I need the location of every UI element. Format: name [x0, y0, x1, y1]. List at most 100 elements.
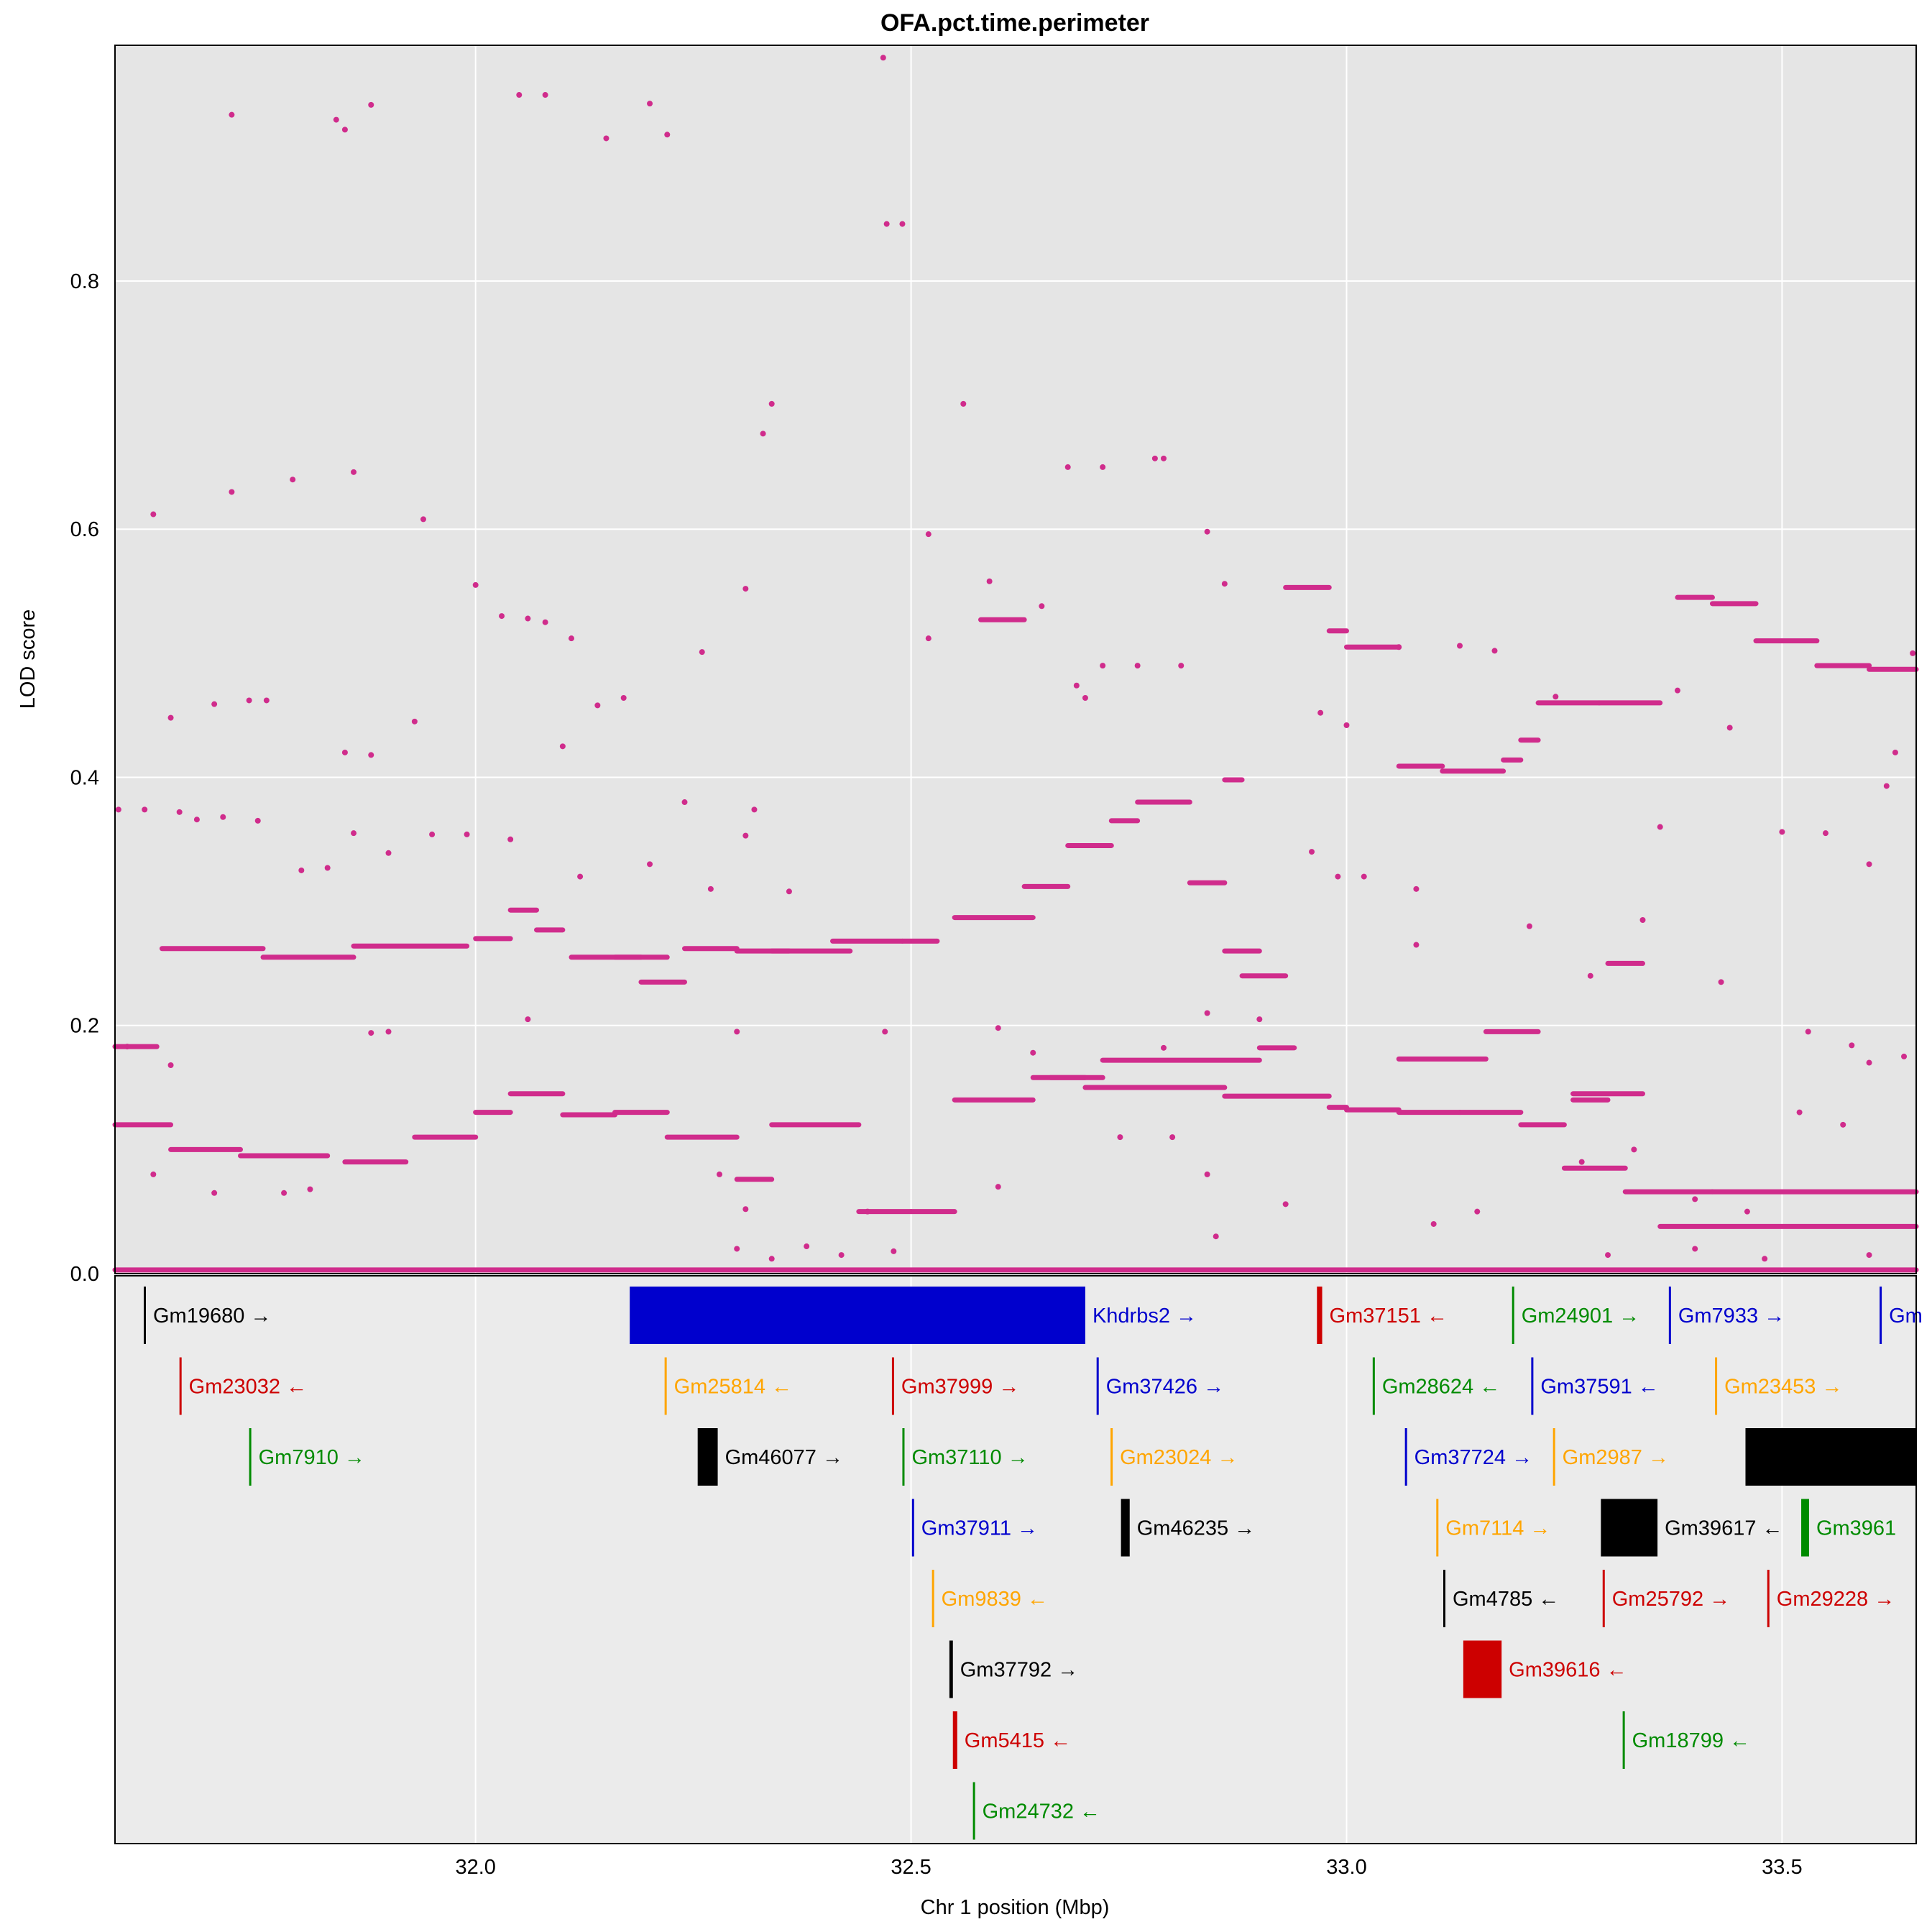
gene-body [1317, 1287, 1322, 1344]
lod-point [167, 1062, 174, 1068]
lod-point [542, 619, 548, 625]
lod-point [298, 867, 305, 873]
y-tick-label: 0.4 [70, 766, 99, 789]
lod-point [193, 816, 200, 823]
gene-label: Gm7933 → [1678, 1305, 1785, 1328]
lod-point [681, 799, 688, 806]
lod-point [1073, 682, 1080, 689]
lod-points [112, 55, 1919, 1273]
lod-point [882, 1029, 888, 1035]
gene-label: Gm39617 ← [1665, 1517, 1782, 1540]
gene-feature: Khdrbs2 → [630, 1287, 1197, 1344]
lod-point [499, 613, 505, 620]
gene-label: Gm5415 ← [965, 1729, 1071, 1752]
gene-label: Gm37792 → [960, 1659, 1078, 1682]
lod-point [1256, 1016, 1263, 1023]
gene-feature: Gm37999 → [891, 1357, 1019, 1415]
lod-point [995, 1184, 1001, 1190]
gene-body [911, 1499, 914, 1557]
gene-feature: Gm7114 → [1436, 1499, 1550, 1557]
lod-point [385, 1029, 392, 1035]
lod-point [167, 714, 174, 721]
lod-point [368, 101, 374, 108]
gene-feature: Gm46077 → [697, 1428, 843, 1486]
lod-point [664, 132, 671, 138]
gene-body [1531, 1357, 1534, 1415]
lod-point [1064, 464, 1071, 470]
lod-point [986, 578, 993, 584]
lod-point [1282, 1201, 1289, 1208]
gene-body [1110, 1428, 1113, 1486]
lod-point [1866, 1059, 1872, 1066]
gene-feature: Gm7933 → [1668, 1287, 1785, 1344]
lod-point [559, 743, 566, 750]
lod-point [880, 55, 886, 61]
lod-point [507, 836, 514, 842]
lod-point [1204, 1010, 1210, 1016]
lod-point [1030, 1049, 1036, 1056]
y-tick-label: 0.0 [70, 1263, 99, 1286]
lod-point [368, 752, 374, 758]
gene-body [1767, 1570, 1770, 1627]
lod-point [351, 830, 357, 837]
lod-point [1100, 663, 1106, 669]
lod-point [385, 850, 392, 856]
lod-point [341, 749, 348, 755]
lod-point [1396, 644, 1402, 650]
gene-label: Gm28624 ← [1382, 1376, 1500, 1399]
lod-point [603, 135, 610, 142]
lod-point [647, 861, 653, 868]
lod-point [995, 1025, 1001, 1031]
lod-point [1161, 455, 1167, 461]
lod-point [281, 1190, 288, 1196]
y-axis-ticks: 0.0 0.2 0.4 0.6 0.8 [70, 270, 99, 1286]
lod-point [742, 1206, 749, 1213]
lod-point [1413, 942, 1420, 948]
lod-point [1674, 687, 1680, 694]
lod-point [768, 1256, 775, 1262]
lod-point [620, 695, 627, 702]
lod-point [594, 702, 601, 709]
gene-body [697, 1428, 718, 1486]
lod-point [333, 116, 339, 123]
lod-point [1605, 1252, 1611, 1259]
lod-point [647, 101, 653, 107]
lod-point [525, 615, 531, 622]
lod-point [516, 92, 523, 98]
gene-feature: Gm25792 → [1602, 1570, 1730, 1627]
lod-point [420, 516, 426, 523]
lod-point [838, 1252, 845, 1259]
lod-point [411, 718, 418, 724]
lod-point [1849, 1042, 1855, 1049]
gene-body [143, 1287, 146, 1344]
gene-body [1745, 1428, 1916, 1486]
lod-point [1796, 1109, 1803, 1116]
lod-point [1639, 917, 1646, 924]
lod-point [1718, 979, 1724, 985]
lod-point [707, 886, 714, 892]
gene-gridlines [474, 1276, 1783, 1844]
y-tick-label: 0.2 [70, 1015, 99, 1038]
lod-point [883, 221, 890, 227]
gene-body [949, 1640, 953, 1698]
gene-feature: Gm25814 ← [664, 1357, 792, 1415]
gene-label: Gm46077 → [725, 1446, 843, 1469]
gene-label: Gm39616 ← [1509, 1659, 1627, 1682]
lod-point [1178, 663, 1184, 669]
gene-body [1801, 1499, 1809, 1557]
gene-body [1372, 1357, 1375, 1415]
x-tick-label: 33.5 [1762, 1856, 1802, 1879]
lod-point [768, 400, 775, 407]
gene-body [179, 1357, 182, 1415]
gene-feature: Gm7910 → [249, 1428, 365, 1486]
gene-label: Gm37999 → [901, 1376, 1019, 1399]
x-tick-label: 32.5 [891, 1856, 931, 1879]
gene-body [1668, 1287, 1671, 1344]
gene-label: Gm37110 → [911, 1446, 1028, 1469]
y-axis-label: LOD score [17, 610, 40, 709]
lod-point [176, 809, 183, 815]
lod-point [699, 649, 705, 656]
gene-feature: Gm24901 → [1512, 1287, 1639, 1344]
chart-title: OFA.pct.time.perimeter [880, 9, 1149, 37]
gene-body [1602, 1570, 1605, 1627]
